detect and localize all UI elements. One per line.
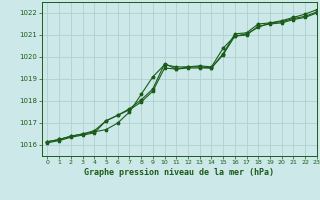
X-axis label: Graphe pression niveau de la mer (hPa): Graphe pression niveau de la mer (hPa) — [84, 168, 274, 177]
